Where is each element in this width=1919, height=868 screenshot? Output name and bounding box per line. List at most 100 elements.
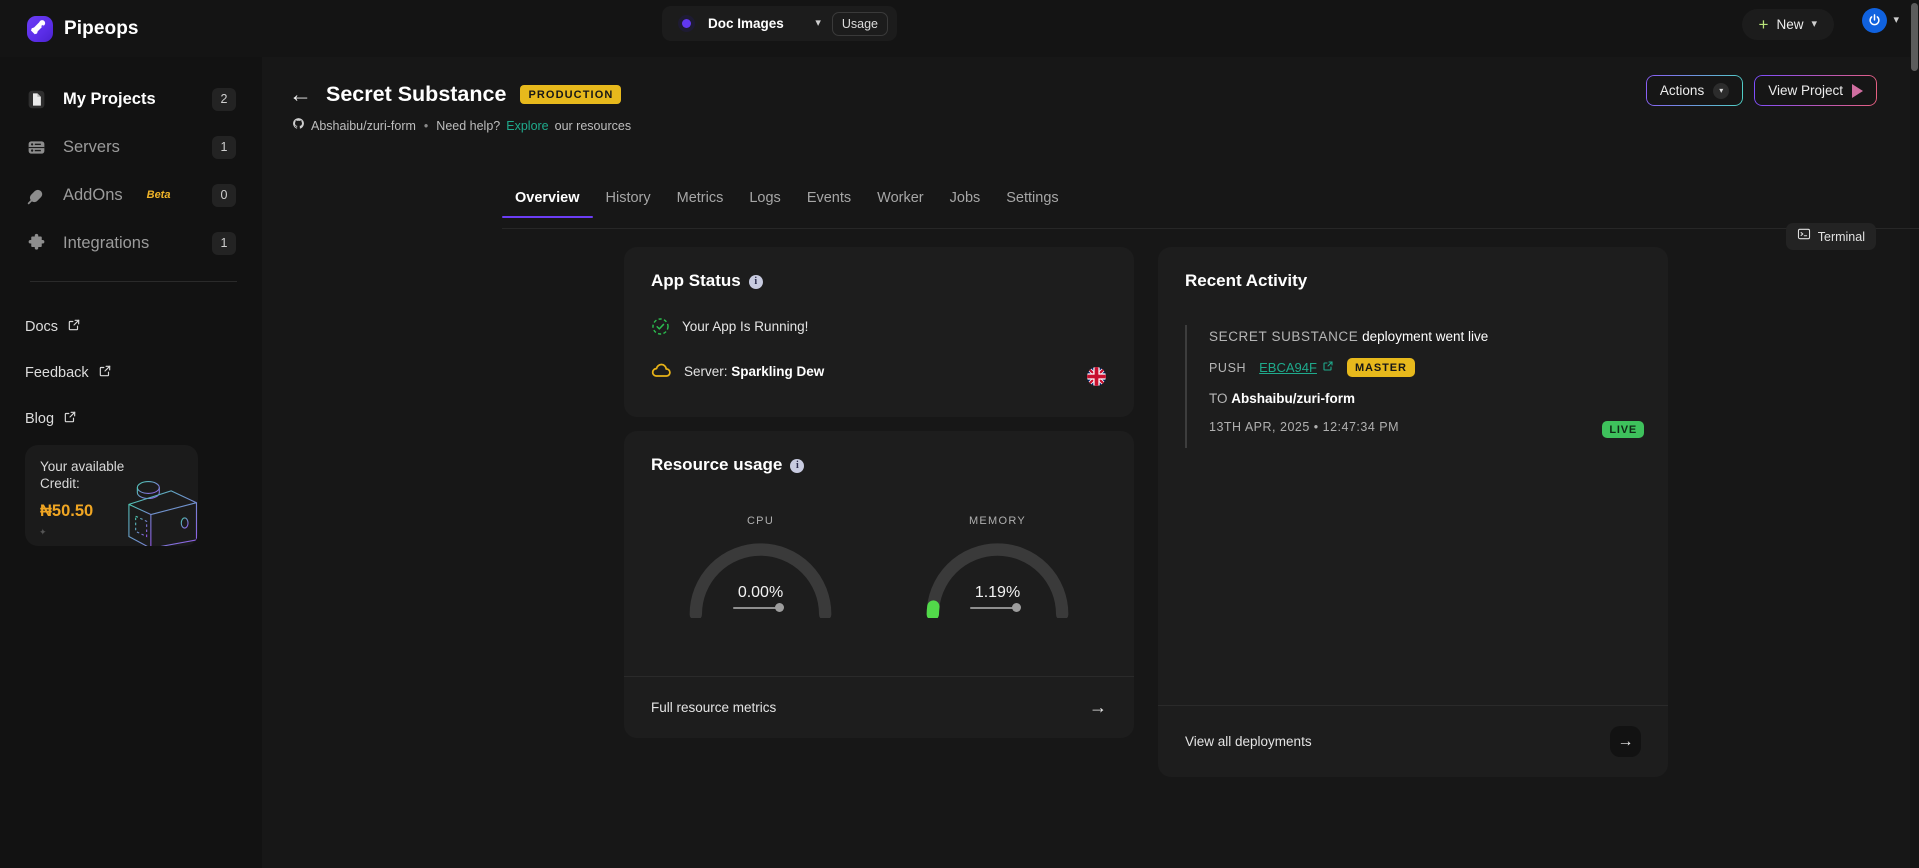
- memory-gauge-slider[interactable]: [969, 603, 1026, 613]
- tab-settings[interactable]: Settings: [1006, 190, 1059, 206]
- project-selector[interactable]: Doc Images ▾ Usage: [662, 6, 897, 41]
- page-header: ← Secret Substance PRODUCTION Abshaibu/z…: [289, 82, 631, 135]
- sidebar-link-docs[interactable]: Docs: [0, 310, 262, 344]
- activity-event-text: deployment went live: [1362, 329, 1489, 344]
- tab-events[interactable]: Events: [806, 190, 852, 206]
- tab-worker[interactable]: Worker: [877, 190, 924, 206]
- app-status-card: App Status i Your App Is Running! Server:…: [624, 247, 1134, 417]
- app-server-row: Server: Sparkling Dew: [651, 362, 1107, 380]
- new-button[interactable]: + New ▾: [1741, 9, 1834, 40]
- resource-usage-title-text: Resource usage: [651, 455, 783, 474]
- sidebar-link-blog[interactable]: Blog: [0, 402, 262, 436]
- activity-headline: SECRET SUBSTANCE deployment went live: [1209, 329, 1641, 344]
- commit-link[interactable]: EBCA94F: [1259, 360, 1334, 375]
- sidebar-item-label: AddOns: [63, 185, 123, 204]
- view-project-button-label: View Project: [1768, 83, 1843, 98]
- terminal-button[interactable]: Terminal: [1785, 223, 1876, 250]
- sidebar-item-servers[interactable]: Servers 1: [0, 123, 262, 171]
- tab-logs[interactable]: Logs: [749, 190, 781, 206]
- commit-hash: EBCA94F: [1259, 360, 1317, 375]
- help-suffix: our resources: [554, 119, 632, 133]
- branch-badge: MASTER: [1346, 358, 1415, 377]
- sidebar-item-label: My Projects: [63, 89, 156, 108]
- page-scrollbar[interactable]: [1910, 0, 1919, 868]
- help-prefix: Need help?: [436, 119, 501, 133]
- memory-gauge-value: 1.19%: [974, 584, 1021, 601]
- app-running-text: Your App Is Running!: [682, 319, 809, 334]
- memory-gauge: MEMORY 1.19%: [919, 515, 1076, 621]
- external-link-icon: [63, 410, 77, 429]
- actions-button-label: Actions: [1659, 83, 1705, 98]
- sidebar-link-label: Blog: [25, 411, 55, 427]
- new-button-label: New: [1776, 17, 1804, 32]
- sidebar-item-my-projects[interactable]: My Projects 2: [0, 75, 262, 123]
- activity-item: SECRET SUBSTANCE deployment went live PU…: [1185, 325, 1644, 448]
- info-icon[interactable]: i: [748, 274, 763, 289]
- sidebar-item-integrations[interactable]: Integrations 1: [0, 219, 262, 267]
- view-all-deployments-label[interactable]: View all deployments: [1185, 734, 1312, 749]
- top-bar: Pipeops Doc Images ▾ Usage + New ▾ ▾: [0, 0, 1919, 57]
- sidebar-link-label: Docs: [25, 319, 59, 335]
- environment-badge: PRODUCTION: [520, 85, 622, 104]
- slider-knob[interactable]: [1011, 603, 1021, 612]
- brand-logo[interactable]: Pipeops: [27, 15, 139, 42]
- full-resource-metrics-link[interactable]: Full resource metrics →: [624, 676, 1134, 738]
- app-status-title-text: App Status: [651, 271, 741, 290]
- arrow-left-icon[interactable]: ←: [289, 81, 312, 107]
- external-link-icon: [67, 318, 81, 337]
- recent-activity-card: Recent Activity SECRET SUBSTANCE deploym…: [1158, 247, 1668, 777]
- info-icon[interactable]: i: [790, 458, 805, 473]
- activity-timestamp: 13TH APR, 2025 • 12:47:34 PM: [1209, 420, 1400, 434]
- tab-metrics[interactable]: Metrics: [676, 190, 724, 206]
- status-badge: LIVE: [1602, 421, 1644, 438]
- sidebar-item-count: 0: [212, 183, 236, 207]
- resource-gauges: CPU 0.00% MEMORY: [624, 515, 1134, 621]
- cpu-gauge-slider[interactable]: [732, 603, 789, 613]
- project-dot-icon: [678, 15, 695, 32]
- slider-track: [969, 607, 1016, 609]
- sidebar-link-feedback[interactable]: Feedback: [0, 356, 262, 390]
- chevron-down-icon: ▾: [1713, 82, 1730, 99]
- activity-repo: Abshaibu/zuri-form: [1231, 391, 1356, 406]
- brand-name: Pipeops: [64, 17, 139, 39]
- page-title: Secret Substance: [326, 82, 507, 106]
- power-icon: [1862, 8, 1888, 33]
- terminal-button-label: Terminal: [1817, 229, 1865, 244]
- terminal-icon: [1797, 227, 1811, 246]
- arrow-right-icon[interactable]: →: [1610, 726, 1641, 757]
- chevron-down-icon: ▾: [1811, 18, 1817, 30]
- credit-title: Your available Credit:: [40, 459, 125, 491]
- tab-overview[interactable]: Overview: [502, 190, 593, 218]
- account-menu[interactable]: ▾: [1862, 8, 1899, 33]
- main-content: ← Secret Substance PRODUCTION Abshaibu/z…: [262, 57, 1919, 868]
- full-resource-metrics-label: Full resource metrics: [651, 700, 777, 715]
- app-running-row: Your App Is Running!: [651, 317, 1107, 336]
- sidebar-link-label: Feedback: [25, 365, 89, 381]
- chevron-down-icon: ▾: [1893, 14, 1899, 26]
- tab-jobs[interactable]: Jobs: [949, 190, 981, 206]
- actions-button[interactable]: Actions ▾: [1645, 75, 1744, 106]
- project-selector-label: Doc Images: [708, 16, 784, 31]
- scrollbar-thumb[interactable]: [1911, 3, 1918, 71]
- tab-history[interactable]: History: [605, 190, 651, 206]
- sidebar-item-addons[interactable]: AddOns Beta 0: [0, 171, 262, 219]
- sidebar-item-count: 2: [212, 87, 236, 111]
- beta-badge: Beta: [146, 189, 171, 201]
- view-project-button[interactable]: View Project: [1754, 75, 1877, 106]
- chevron-down-icon[interactable]: ▾: [815, 17, 821, 29]
- memory-gauge-label: MEMORY: [968, 515, 1027, 527]
- repo-name: Abshaibu/zuri-form: [311, 119, 416, 133]
- cloud-icon: [651, 362, 672, 380]
- memory-gauge-arc: 1.19%: [919, 540, 1076, 621]
- resource-usage-card: Resource usage i CPU 0.00% MEMORY: [624, 431, 1134, 738]
- slider-knob[interactable]: [774, 603, 784, 612]
- cpu-gauge: CPU 0.00%: [682, 515, 839, 621]
- server-name: Sparkling Dew: [731, 363, 825, 379]
- usage-button[interactable]: Usage: [831, 11, 888, 36]
- uk-flag-icon: [1087, 367, 1106, 386]
- sidebar: My Projects 2 Servers 1 AddOns Beta 0 In…: [0, 57, 262, 868]
- sidebar-item-label: Servers: [63, 137, 120, 156]
- explore-link[interactable]: Explore: [506, 119, 549, 133]
- external-link-icon: [1322, 360, 1334, 375]
- cpu-gauge-arc: 0.00%: [682, 540, 839, 621]
